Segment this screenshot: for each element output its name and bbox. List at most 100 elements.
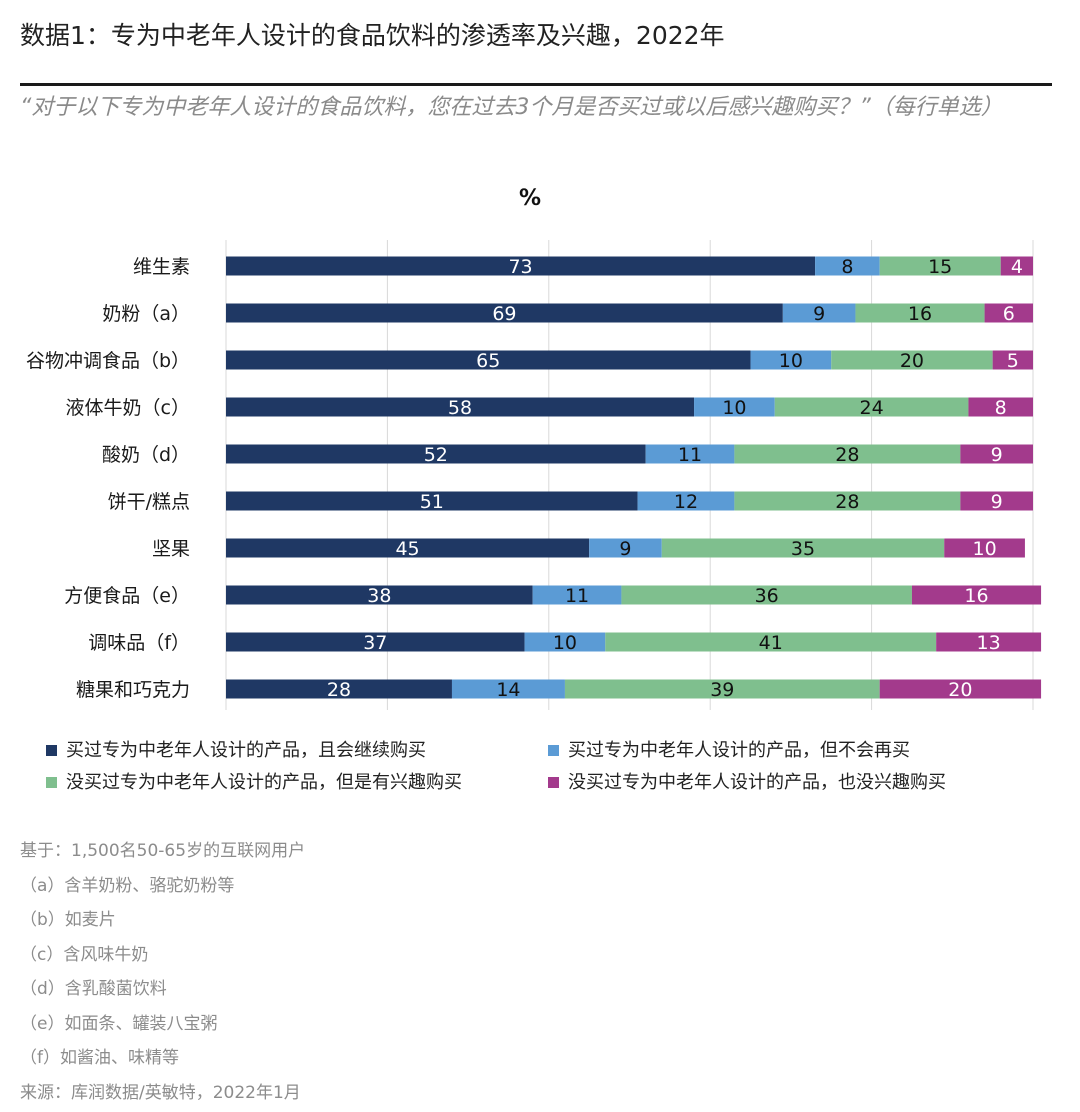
bar-segment: [750, 350, 832, 370]
bar-segment: [226, 538, 590, 558]
bar-segment: [589, 538, 662, 558]
data-label: 9: [991, 444, 1003, 466]
footnote: （b）如麦片: [20, 910, 116, 930]
category-label: 维生素: [133, 256, 190, 278]
footnote: （e）如面条、罐装八宝粥: [20, 1013, 218, 1034]
source-note: 来源：库润数据/英敏特，2022年1月: [20, 1082, 301, 1103]
data-label: 13: [977, 632, 1001, 654]
data-label: 28: [835, 491, 859, 513]
bar-segment: [226, 303, 783, 323]
data-label: 16: [908, 303, 932, 325]
data-label: 39: [710, 679, 734, 701]
category-label: 糖果和巧克力: [76, 679, 190, 701]
footnote: （d）含乳酸菌饮料: [20, 979, 167, 999]
legend-item: 买过专为中老年人设计的产品，但不会再买: [548, 738, 910, 764]
bar-segment: [637, 491, 735, 511]
data-label: 15: [928, 256, 952, 278]
stacked-bar-chart: 维生素 73 8 15 4 奶粉（a） 69 9 16 6 谷物冲调食品（b） 65 10 20 5 液体牛奶…: [26, 240, 1042, 710]
legend-swatch: [46, 777, 57, 788]
data-label: 37: [363, 632, 387, 654]
bar-segment: [782, 303, 856, 323]
legend-label: 没买过专为中老年人设计的产品，但是有兴趣购买: [66, 772, 462, 793]
data-label: 11: [678, 444, 702, 466]
bar-segment: [1000, 256, 1033, 276]
data-label: 10: [972, 538, 996, 560]
bar-segment: [226, 585, 533, 605]
footnote: （c）含风味牛奶: [20, 944, 149, 965]
data-label: 10: [779, 350, 803, 372]
footnote: 基于：1,500名50-65岁的互联网用户: [20, 841, 306, 861]
data-label: 4: [1011, 256, 1023, 278]
data-label: 20: [900, 350, 924, 372]
data-label: 8: [841, 256, 853, 278]
title-divider: [20, 83, 1052, 86]
data-label: 6: [1003, 303, 1015, 325]
bar-segment: [226, 444, 646, 464]
footnote: （f）如酱油、味精等: [20, 1048, 179, 1068]
footnote: （a）含羊奶粉、骆驼奶粉等: [20, 875, 235, 896]
bar-segment: [524, 632, 606, 652]
chart-title: 数据1：专为中老年人设计的食品饮料的渗透率及兴趣，2022年: [20, 21, 725, 50]
legend-swatch: [46, 745, 57, 756]
data-label: 20: [948, 679, 972, 701]
category-label: 谷物冲调食品（b）: [26, 350, 190, 372]
bar-segment: [226, 256, 816, 276]
legend-swatch: [548, 745, 559, 756]
data-label: 8: [995, 397, 1007, 419]
bar-segment: [564, 679, 880, 699]
bar-segment: [451, 679, 565, 699]
bar-segment: [855, 303, 985, 323]
bar-segment: [960, 444, 1033, 464]
data-label: 65: [476, 350, 500, 372]
bar-segment: [694, 397, 775, 417]
data-label: 35: [791, 538, 815, 560]
data-label: 10: [722, 397, 746, 419]
data-label: 5: [1007, 350, 1019, 372]
category-label: 奶粉（a）: [102, 303, 190, 325]
bar-segment: [226, 350, 751, 370]
data-label: 10: [553, 632, 577, 654]
category-label: 调味品（f）: [88, 632, 190, 654]
bar-segment: [226, 632, 525, 652]
bar-segment: [831, 350, 993, 370]
bar-segment: [734, 491, 961, 511]
data-label: 45: [395, 538, 419, 560]
category-label: 酸奶（d）: [102, 444, 190, 466]
bar-segment: [226, 491, 638, 511]
data-label: 73: [508, 256, 532, 278]
bar-segment: [936, 632, 1042, 652]
data-label: 38: [367, 585, 391, 607]
legend-swatch: [548, 777, 559, 788]
category-label: 饼干/糕点: [108, 491, 190, 513]
bar-segment: [944, 538, 1025, 558]
bar-segment: [734, 444, 961, 464]
footnotes: 基于：1,500名50-65岁的互联网用户 （a）含羊奶粉、骆驼奶粉等 （b）如…: [20, 834, 1060, 1110]
bar-segment: [911, 585, 1042, 605]
bar-segment: [226, 679, 452, 699]
bar-segment: [661, 538, 945, 558]
bar-segment: [984, 303, 1033, 323]
data-label: 24: [860, 397, 884, 419]
bar-segment: [960, 491, 1033, 511]
data-label: 36: [755, 585, 779, 607]
chart-subtitle: “对于以下专为中老年人设计的食品饮料，您在过去3个月是否买过或以后感兴趣购买？”…: [20, 95, 1003, 120]
bar-segment: [968, 397, 1033, 417]
bar-segment: [992, 350, 1033, 370]
data-label: 16: [964, 585, 988, 607]
data-label: 52: [424, 444, 448, 466]
data-label: 9: [991, 491, 1003, 513]
bar-segment: [621, 585, 912, 605]
category-label: 液体牛奶（c）: [66, 397, 190, 419]
bar-segment: [645, 444, 735, 464]
data-label: 28: [835, 444, 859, 466]
category-label: 方便食品（e）: [64, 585, 190, 607]
data-label: 58: [448, 397, 472, 419]
bar-segment: [226, 397, 695, 417]
data-label: 14: [496, 679, 520, 701]
data-label: 41: [759, 632, 783, 654]
data-label: 11: [565, 585, 589, 607]
data-label: 28: [327, 679, 351, 701]
legend-item: 没买过专为中老年人设计的产品，也没兴趣购买: [548, 770, 946, 796]
data-label: 69: [492, 303, 516, 325]
legend-label: 买过专为中老年人设计的产品，但不会再买: [568, 740, 910, 761]
